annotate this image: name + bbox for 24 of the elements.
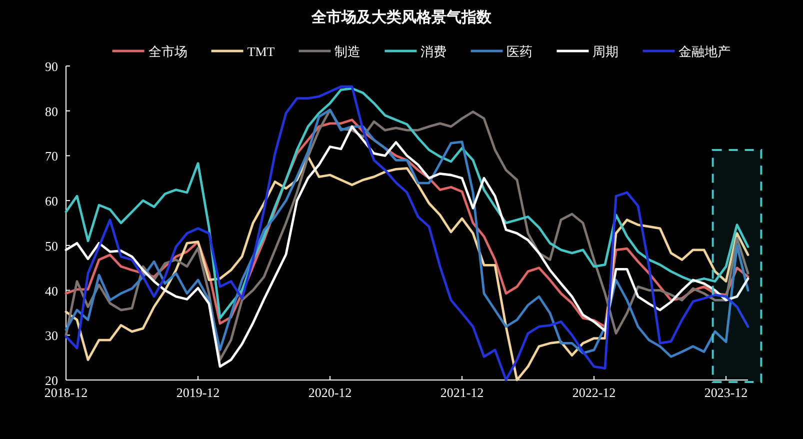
y-tick-label: 80 (45, 104, 58, 119)
x-tick-label: 2018-12 (44, 385, 88, 400)
y-tick-label: 30 (45, 328, 58, 344)
x-tick-label: 2021-12 (440, 385, 484, 400)
y-tick-label: 60 (45, 194, 58, 209)
y-tick-label: 90 (45, 59, 58, 74)
x-tick-label: 2020-12 (308, 385, 352, 400)
line-series (64, 118, 750, 328)
y-tick-label: 70 (45, 148, 58, 164)
legend-label: 制造 (334, 44, 361, 59)
legend-label: 金融地产 (678, 44, 731, 59)
x-tick-label: 2022-12 (572, 385, 616, 400)
y-tick-label: 50 (45, 238, 58, 254)
legend-label: 全市场 (148, 44, 188, 59)
x-tick-label: 2023-12 (704, 385, 748, 400)
legend-label: 周期 (592, 44, 619, 59)
legend-label: 消费 (420, 44, 447, 59)
legend-label: TMT (247, 44, 275, 59)
line-series (64, 87, 750, 320)
legend-label: 医药 (506, 44, 533, 59)
x-tick-label: 2019-12 (176, 385, 220, 400)
chart-title: 全市场及大类风格景气指数 (310, 8, 492, 26)
y-tick-label: 20 (45, 373, 58, 388)
y-tick-label: 40 (45, 283, 58, 298)
